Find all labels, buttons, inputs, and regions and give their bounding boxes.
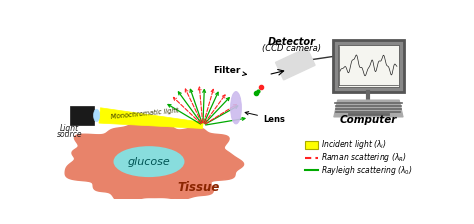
Polygon shape	[70, 106, 94, 125]
FancyBboxPatch shape	[305, 141, 318, 149]
Text: Tissue: Tissue	[178, 181, 220, 194]
Ellipse shape	[231, 92, 241, 124]
Text: Detector: Detector	[267, 37, 315, 47]
Polygon shape	[334, 100, 403, 117]
Text: source: source	[57, 130, 82, 139]
Text: Filter: Filter	[213, 66, 246, 75]
Text: Rayleigh scattering ($\lambda_0$): Rayleigh scattering ($\lambda_0$)	[321, 164, 412, 177]
Text: Light: Light	[60, 124, 79, 133]
Ellipse shape	[93, 109, 100, 122]
Ellipse shape	[114, 147, 183, 176]
Text: glucose: glucose	[128, 157, 170, 167]
FancyBboxPatch shape	[333, 40, 404, 92]
Text: Computer: Computer	[340, 115, 397, 125]
Text: Incident light ($\lambda_i$): Incident light ($\lambda_i$)	[321, 138, 387, 151]
Text: Lens: Lens	[245, 112, 285, 124]
Text: (CCD camera): (CCD camera)	[262, 44, 321, 53]
Polygon shape	[275, 48, 315, 80]
Text: Monochromatic light: Monochromatic light	[110, 107, 179, 120]
Polygon shape	[99, 108, 203, 129]
Polygon shape	[65, 121, 244, 202]
Text: Raman scattering ($\lambda_R$): Raman scattering ($\lambda_R$)	[321, 151, 407, 164]
FancyBboxPatch shape	[337, 45, 399, 87]
